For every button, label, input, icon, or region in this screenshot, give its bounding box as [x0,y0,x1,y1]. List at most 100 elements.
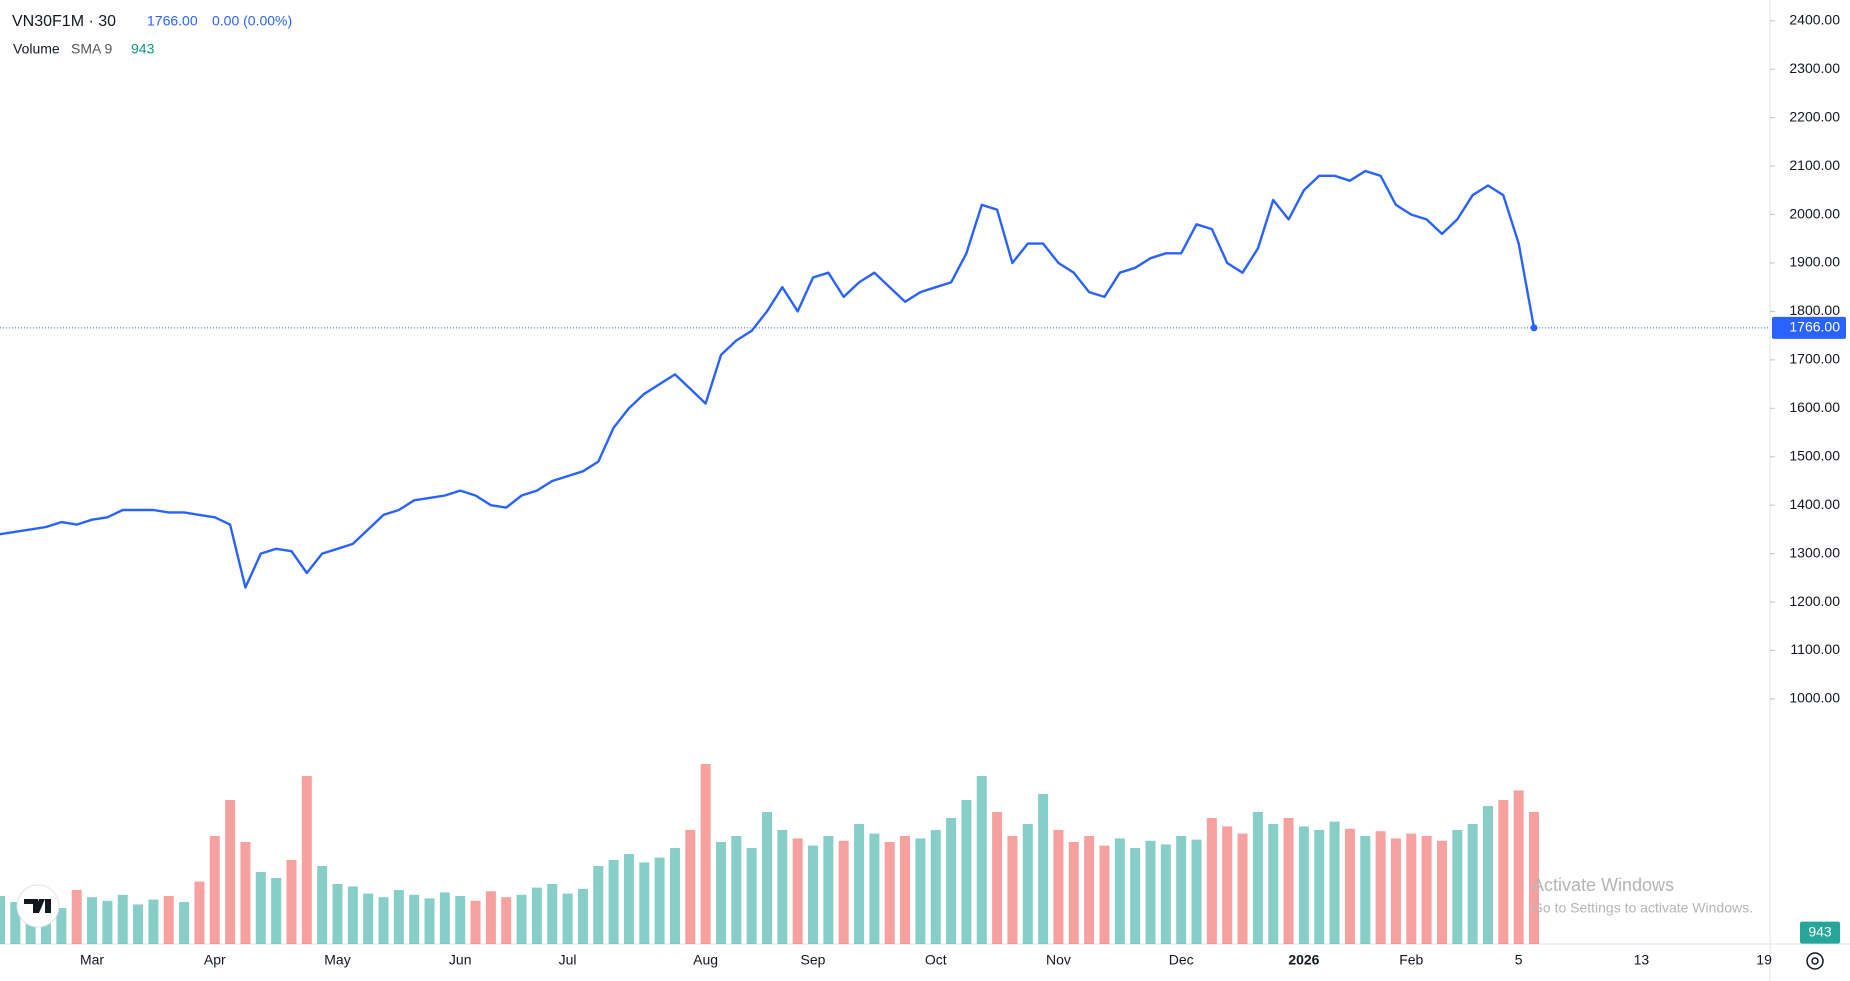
volume-bar [470,900,481,944]
volume-bar [332,884,343,944]
y-tick-label: 1000.00 [1789,690,1840,706]
volume-bar [1406,833,1417,944]
logo[interactable] [16,884,60,928]
y-tick-label: 2300.00 [1789,60,1840,76]
volume-bar [669,848,680,944]
volume-bar [1099,845,1110,944]
volume-bar [623,854,634,944]
volume-bar [838,840,849,944]
volume-bar [1482,806,1493,944]
volume-bar [56,908,67,944]
watermark-title: Activate Windows [1532,875,1674,895]
x-tick-label: Aug [693,952,718,968]
x-tick-label: Nov [1046,952,1071,968]
quote: 1766.00 [147,13,198,29]
volume-bar [0,896,5,944]
volume-bar [1191,839,1202,944]
y-tick-label: 2000.00 [1789,205,1840,221]
sma-value: 943 [131,41,155,57]
y-tick-label: 1100.00 [1790,641,1840,657]
x-tick-label: 13 [1634,952,1650,968]
volume-bar [71,890,82,944]
volume-bar [1160,844,1171,944]
volume-bar [317,866,328,944]
volume-bar [547,884,558,944]
x-tick-label: 5 [1515,952,1523,968]
logo-mark[interactable] [24,899,51,913]
volume-bar [930,830,941,944]
volume-bar [654,857,665,944]
volume-bar [347,886,358,944]
volume-bar [1206,818,1217,944]
settings-icon-center[interactable] [1811,957,1819,965]
volume-bar [209,836,220,944]
settings-icon[interactable] [1806,952,1824,970]
price-label-box [1772,316,1846,339]
volume-bar [501,897,512,944]
sma-label-box [1800,921,1840,944]
volume-bar [777,830,788,944]
volume-bar [1421,836,1432,944]
settings[interactable] [1806,952,1824,970]
x-tick-label: Feb [1399,952,1423,968]
volume-bar [593,866,604,944]
y-tick-label: 1900.00 [1789,254,1840,270]
x-tick-label: Mar [80,952,104,968]
y-tick-label: 1600.00 [1789,399,1840,415]
volume-bar [1298,826,1309,944]
volume-bar [715,842,726,944]
volume-bar [1498,800,1509,944]
volume-bar [1038,794,1049,944]
x-tick-label: Oct [925,952,947,968]
volume-bar [1252,812,1263,944]
volume-bar [762,812,772,944]
x-tick-label: 2026 [1288,952,1319,968]
volume-bar [516,894,527,944]
volume-bar [87,897,98,944]
volume-bar [976,776,987,944]
volume-bar [1436,840,1447,944]
y-tick-label: 2100.00 [1789,157,1840,173]
volume-bar [1344,828,1355,944]
y-tick-label: 1400.00 [1789,496,1840,512]
volume-bar [823,836,834,944]
volume-bar [946,818,957,944]
volume-bar [393,890,404,944]
volume-bar [884,842,895,944]
x-tick-label: Dec [1169,952,1194,968]
volume-bar [608,860,619,944]
volume-bar [1053,830,1064,944]
volume-bar [102,900,113,944]
volume-bar [10,902,21,944]
volume-bar [854,824,865,944]
sma-title: SMA 9 [71,41,112,57]
volume-bar [531,887,542,944]
price-layer [0,169,1538,589]
volume-bar [1084,836,1095,944]
volume-bar [577,888,588,944]
volume-bar [255,872,266,944]
y-tick-label: 2200.00 [1789,108,1840,124]
volume-bar [992,812,1003,944]
volume-bar [1529,812,1539,944]
volume-bar [808,845,819,944]
volume-bar [409,894,420,944]
volume-bar [731,836,742,944]
price-label-text: 1766.00 [1789,319,1840,335]
volume-bar [746,848,757,944]
volume-layer [0,764,1539,944]
change: 0.00 (0.00%) [212,13,292,29]
y-tick-label: 1300.00 [1789,544,1840,560]
volume-bar [1007,836,1018,944]
volume-bar [685,830,696,944]
volume-bar [117,894,128,944]
y-tick-label: 1800.00 [1789,302,1840,318]
y-tick-label: 1200.00 [1789,593,1840,609]
volume-bar [1268,824,1279,944]
volume-bar [1390,838,1401,944]
volume-bar [700,764,711,944]
volume-bar [961,800,972,944]
volume-bar [1222,826,1233,944]
volume-bar [1314,830,1325,944]
